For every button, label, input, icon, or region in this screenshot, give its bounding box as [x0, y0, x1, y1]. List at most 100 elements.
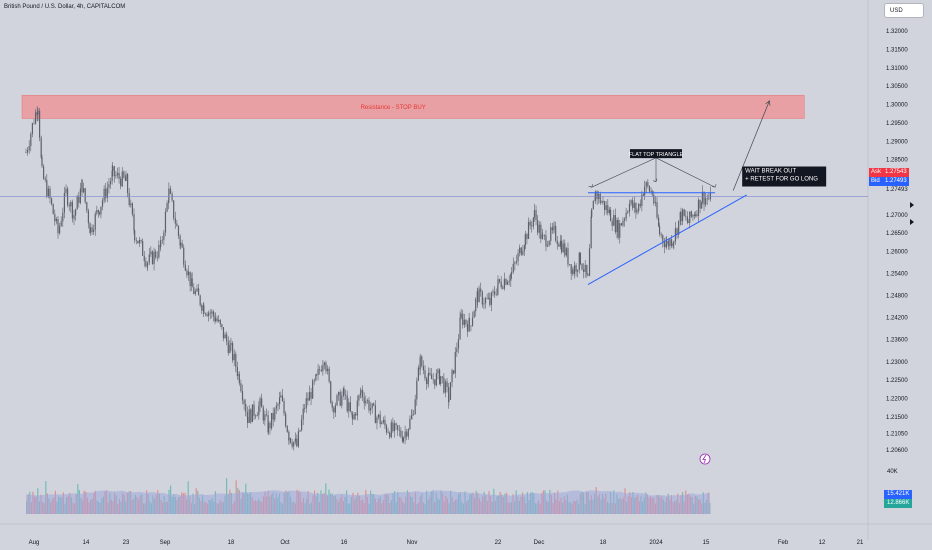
candle-body: [179, 235, 181, 246]
chart-title: British Pound / U.S. Dollar, 4h, CAPITAL…: [4, 4, 126, 10]
candle-body: [230, 343, 232, 346]
flat-top-label-box: [630, 149, 682, 159]
candle-body: [454, 351, 456, 374]
breakout-note-box: [742, 166, 827, 187]
candle-body: [98, 211, 100, 215]
candle-body: [181, 243, 183, 248]
candle-body: [586, 264, 588, 275]
price-axis[interactable]: 1.32000 1.31500 1.31000 1.30500 1.30000 1.295…: [886, 29, 908, 454]
candle-body: [468, 318, 470, 326]
breakout-note-line1: WAIT BREAK OUT: [745, 169, 796, 175]
candle-body: [143, 255, 145, 262]
candle-body: [325, 362, 327, 372]
candle-body: [683, 209, 685, 216]
candle-body: [623, 218, 626, 221]
candle-body: [687, 221, 689, 223]
scroll-arrow-icon[interactable]: [910, 202, 914, 225]
candle-body: [264, 414, 266, 421]
candle-body: [409, 418, 411, 430]
candle-body: [583, 269, 585, 272]
candle-body: [278, 397, 281, 405]
annotations[interactable]: FLAT TOP TRIANGLE WAIT BREAK OUT + RETEST …: [629, 149, 827, 187]
candle-body: [540, 224, 542, 239]
candle-body: [111, 170, 113, 182]
ask-value: 1.27543: [885, 169, 907, 175]
y-tick-label: 1.29000: [886, 139, 908, 145]
candle-body: [86, 202, 88, 211]
candle-body: [191, 278, 193, 288]
candle-body: [489, 297, 491, 305]
candle-body: [548, 240, 550, 246]
candle-body: [164, 211, 167, 233]
candle-body: [81, 179, 83, 193]
candle-body: [617, 220, 619, 238]
candle-body: [196, 288, 198, 292]
currency-button[interactable]: USD: [884, 3, 924, 18]
replay-icon[interactable]: [699, 453, 711, 465]
candle-body: [483, 303, 485, 305]
candle-body: [553, 225, 555, 227]
drawing-lines[interactable]: [0, 100, 868, 286]
candle-body: [413, 413, 415, 415]
candle-body: [41, 157, 43, 167]
candle-body: [305, 398, 307, 409]
candle-body: [204, 313, 207, 315]
candle-body: [446, 381, 448, 387]
candle-body: [353, 413, 355, 420]
candle-body: [130, 203, 132, 206]
candle-body: [302, 408, 304, 420]
candle-body: [685, 215, 687, 217]
volume-ma-area: [26, 490, 711, 514]
candle-body: [135, 240, 137, 241]
candle-body: [70, 202, 72, 207]
candle-body: [581, 264, 583, 270]
candle-body: [304, 408, 306, 409]
bid-label: Bid: [871, 178, 880, 184]
candle-body: [285, 413, 287, 427]
candle-body: [638, 203, 640, 212]
candle-body: [379, 414, 381, 425]
candle-body: [158, 245, 160, 258]
x-tick-label: 18: [600, 540, 607, 546]
candle-body: [269, 423, 271, 429]
candle-body: [113, 166, 115, 177]
candle-body: [701, 201, 703, 209]
candle-body: [471, 317, 474, 326]
candle-body: [709, 192, 712, 200]
y-tick-label: 1.28500: [886, 158, 908, 164]
candle-body: [510, 274, 512, 281]
candle-body: [317, 369, 319, 376]
candle-body: [443, 377, 445, 393]
candle-body: [456, 348, 458, 352]
candle-body: [194, 291, 196, 294]
candle-body: [594, 191, 597, 201]
triangle-callout-line: [655, 157, 716, 188]
candle-body: [644, 186, 646, 196]
candle-body: [366, 400, 368, 402]
candle-body: [323, 362, 325, 366]
candle-body: [173, 200, 175, 219]
candle-body: [96, 210, 98, 214]
candle-body: [291, 442, 293, 447]
candle-body: [89, 227, 92, 234]
candle-body: [138, 240, 141, 244]
candle-body: [341, 395, 343, 406]
candle-body: [427, 372, 429, 381]
candle-body: [371, 403, 373, 409]
candle-body: [60, 221, 62, 226]
candle-body: [599, 193, 601, 203]
resistance-zone[interactable]: Resistance - STOP BUY: [21, 95, 805, 119]
candle-body: [387, 432, 389, 433]
candle-body: [253, 404, 255, 416]
candle-body: [543, 235, 545, 237]
candle-body: [106, 187, 108, 198]
time-axis[interactable]: Aug 14 23 Sep 18 Oct 16 Nov 22 Dec 18 2024 15 Feb 12 21: [29, 540, 864, 546]
candle-body: [116, 172, 119, 176]
candle-body: [330, 381, 332, 403]
candle-body: [31, 123, 33, 134]
candle-body: [463, 319, 465, 325]
candle-body: [520, 247, 522, 255]
candle-body: [326, 368, 329, 372]
